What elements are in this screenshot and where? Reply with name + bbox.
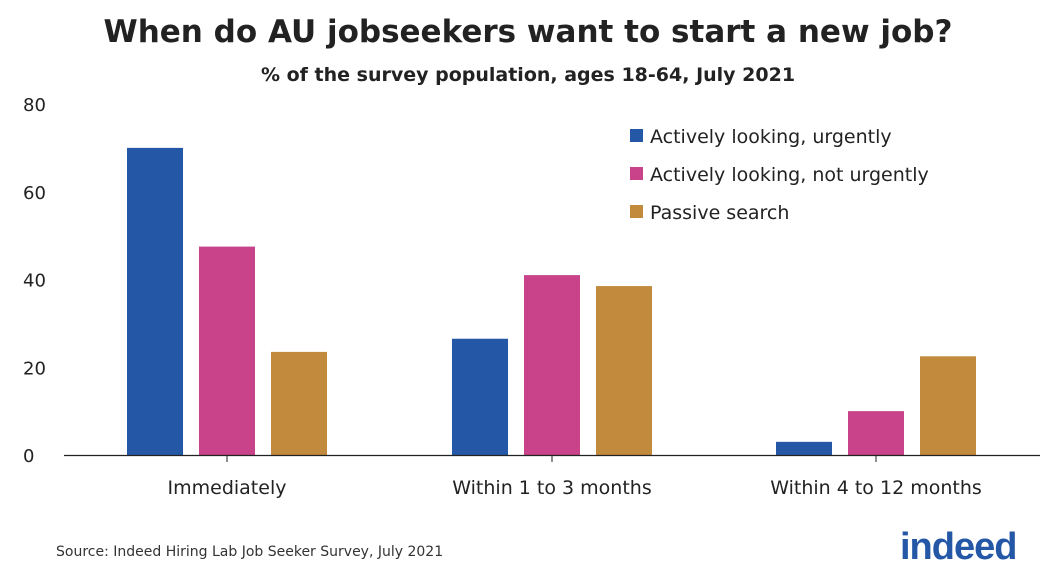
legend-label: Actively looking, not urgently bbox=[650, 164, 929, 186]
bar bbox=[596, 286, 652, 455]
chart-title: When do AU jobseekers want to start a ne… bbox=[103, 14, 953, 50]
legend-swatch bbox=[630, 129, 643, 142]
bar bbox=[127, 147, 183, 455]
bar bbox=[848, 411, 904, 455]
bar bbox=[271, 351, 327, 455]
x-tick-label: Within 4 to 12 months bbox=[770, 477, 982, 499]
y-tick-label: 60 bbox=[23, 183, 46, 204]
bar bbox=[524, 275, 580, 455]
y-tick-label: 20 bbox=[23, 358, 46, 379]
bar bbox=[452, 338, 508, 455]
legend-label: Actively looking, urgently bbox=[650, 126, 892, 148]
legend-swatch bbox=[630, 205, 643, 218]
x-tick-label: Within 1 to 3 months bbox=[452, 477, 651, 499]
chart-subtitle: % of the survey population, ages 18-64, … bbox=[260, 64, 796, 86]
y-tick-label: 0 bbox=[23, 446, 34, 467]
legend-swatch bbox=[630, 167, 643, 180]
y-tick-label: 40 bbox=[23, 271, 46, 292]
legend-label: Passive search bbox=[650, 202, 789, 224]
x-tick-label: Immediately bbox=[168, 477, 287, 499]
source-note: Source: Indeed Hiring Lab Job Seeker Sur… bbox=[56, 544, 444, 560]
bar bbox=[776, 441, 832, 455]
indeed-logo-text: indeed bbox=[900, 526, 1017, 568]
indeed-logo: indeed bbox=[900, 526, 1050, 570]
y-tick-label: 80 bbox=[23, 95, 46, 116]
bar bbox=[920, 356, 976, 455]
bar bbox=[199, 246, 255, 455]
